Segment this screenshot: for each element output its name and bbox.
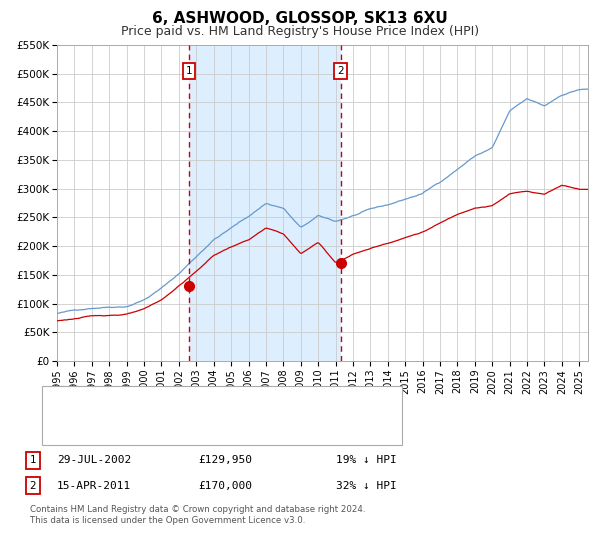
- Text: 1: 1: [185, 66, 192, 76]
- Bar: [189, 45, 341, 361]
- Text: HPI: Average price, detached house, High Peak: HPI: Average price, detached house, High…: [75, 426, 320, 436]
- Text: ——: ——: [51, 396, 76, 409]
- Text: 6, ASHWOOD, GLOSSOP, SK13 6XU (detached house): 6, ASHWOOD, GLOSSOP, SK13 6XU (detached …: [75, 398, 353, 408]
- Text: £129,950: £129,950: [198, 455, 252, 465]
- Text: 1: 1: [29, 455, 37, 465]
- Text: £170,000: £170,000: [198, 480, 252, 491]
- Text: 2: 2: [29, 480, 37, 491]
- Text: 32% ↓ HPI: 32% ↓ HPI: [336, 480, 397, 491]
- Text: Price paid vs. HM Land Registry's House Price Index (HPI): Price paid vs. HM Land Registry's House …: [121, 25, 479, 38]
- Text: 29-JUL-2002: 29-JUL-2002: [57, 455, 131, 465]
- Text: 19% ↓ HPI: 19% ↓ HPI: [336, 455, 397, 465]
- Text: 6, ASHWOOD, GLOSSOP, SK13 6XU: 6, ASHWOOD, GLOSSOP, SK13 6XU: [152, 11, 448, 26]
- Text: 2: 2: [337, 66, 344, 76]
- Text: 15-APR-2011: 15-APR-2011: [57, 480, 131, 491]
- Text: ——: ——: [51, 424, 76, 437]
- Text: Contains HM Land Registry data © Crown copyright and database right 2024.
This d: Contains HM Land Registry data © Crown c…: [30, 505, 365, 525]
